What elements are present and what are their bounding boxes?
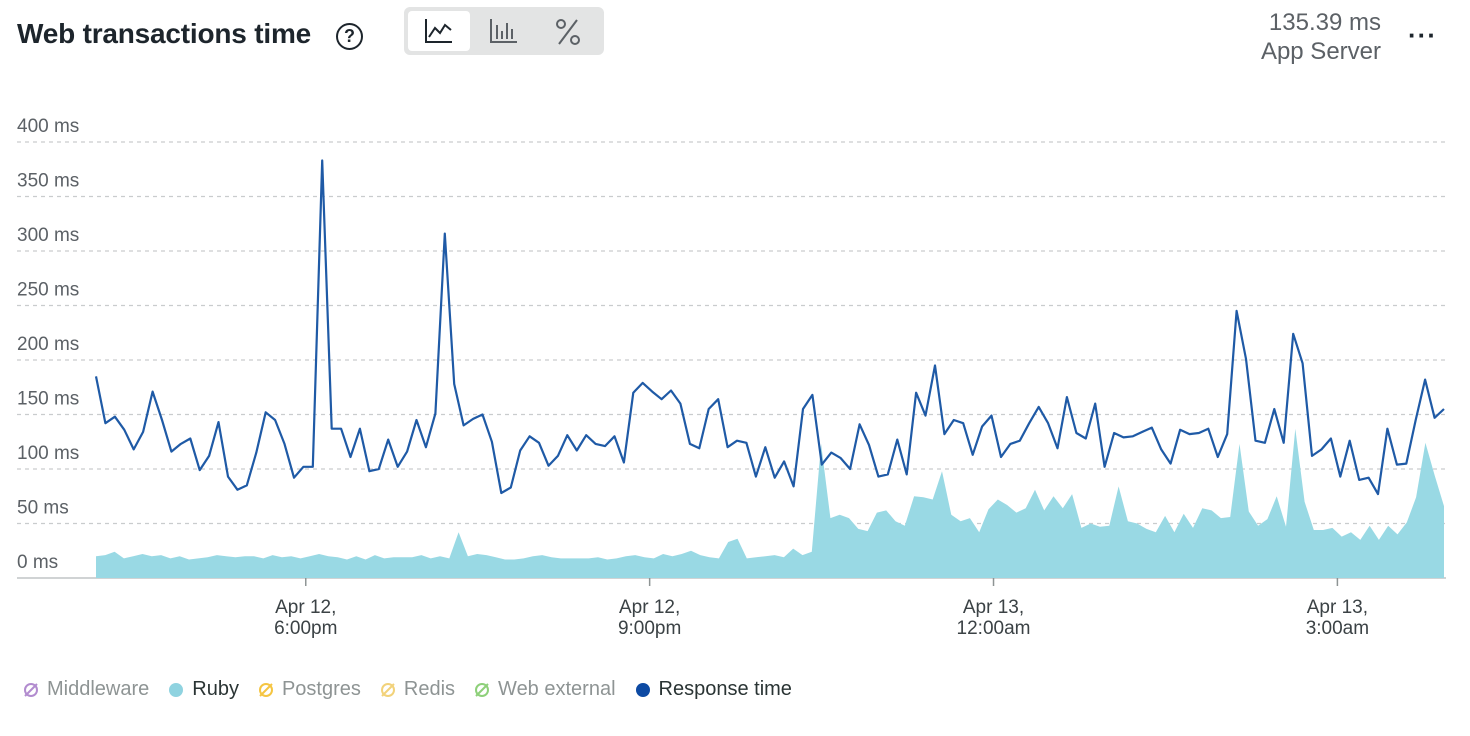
legend-label: Redis [403,678,456,700]
y-tick-label: 100 ms [17,443,79,464]
legend-dot-icon [167,681,185,699]
summary-label: App Server [1260,38,1381,65]
y-tick-label: 250 ms [17,280,79,301]
y-tick-label: 50 ms [17,498,69,519]
percent-view-button[interactable] [537,11,599,51]
legend: Middleware Ruby Postgres Redis Web external R… [22,678,810,701]
x-tick-label: Apr 12, [619,597,680,618]
bar-chart-view-button[interactable] [473,11,535,51]
series-area-ruby [96,428,1444,578]
legend-label: Postgres [281,678,361,700]
legend-disabled-icon [379,681,397,699]
y-tick-label: 350 ms [17,171,79,192]
percent-icon [556,19,580,45]
legend-item-web-external[interactable]: Web external [473,678,616,701]
x-tick-label: Apr 13, [963,597,1024,618]
x-tick-label: 9:00pm [618,618,681,639]
line-chart-icon [425,19,452,43]
legend-item-postgres[interactable]: Postgres [257,678,361,701]
legend-label: Web external [498,678,616,700]
legend-dot-icon [634,681,652,699]
legend-label: Ruby [192,678,239,700]
y-tick-label: 400 ms [17,116,79,137]
chart-view-toggle [404,7,604,55]
x-tick-label: 6:00pm [274,618,337,639]
y-tick-label: 200 ms [17,334,79,355]
y-tick-label: 0 ms [17,552,58,573]
legend-disabled-icon [257,681,275,699]
help-icon[interactable]: ? [336,23,363,50]
legend-disabled-icon [22,681,40,699]
legend-item-response-time[interactable]: Response time [634,678,792,701]
legend-disabled-icon [473,681,491,699]
line-chart-view-button[interactable] [408,11,470,51]
more-options-icon[interactable]: ··· [1408,20,1437,50]
y-tick-label: 150 ms [17,389,79,410]
summary-value: 135.39 ms [1268,9,1381,36]
legend-item-middleware[interactable]: Middleware [22,678,149,701]
x-tick-label: 12:00am [957,618,1031,639]
bar-chart-icon [490,19,517,43]
x-tick-label: Apr 13, [1307,597,1368,618]
legend-item-ruby[interactable]: Ruby [167,678,239,701]
summary: 135.39 ms App Server [1261,8,1381,66]
x-tick-label: 3:00am [1306,618,1369,639]
legend-label: Middleware [47,678,150,700]
series-line-response-time [94,159,1445,496]
chart-plot: 0 ms 50 ms 100 ms 150 ms 200 ms 250 ms 300 ms 3… [17,116,1446,639]
y-tick-label: 300 ms [17,225,79,246]
legend-item-redis[interactable]: Redis [379,678,455,701]
legend-label: Response time [658,678,792,700]
chart-title: Web transactions time [17,18,312,49]
x-tick-label: Apr 12, [275,597,336,618]
